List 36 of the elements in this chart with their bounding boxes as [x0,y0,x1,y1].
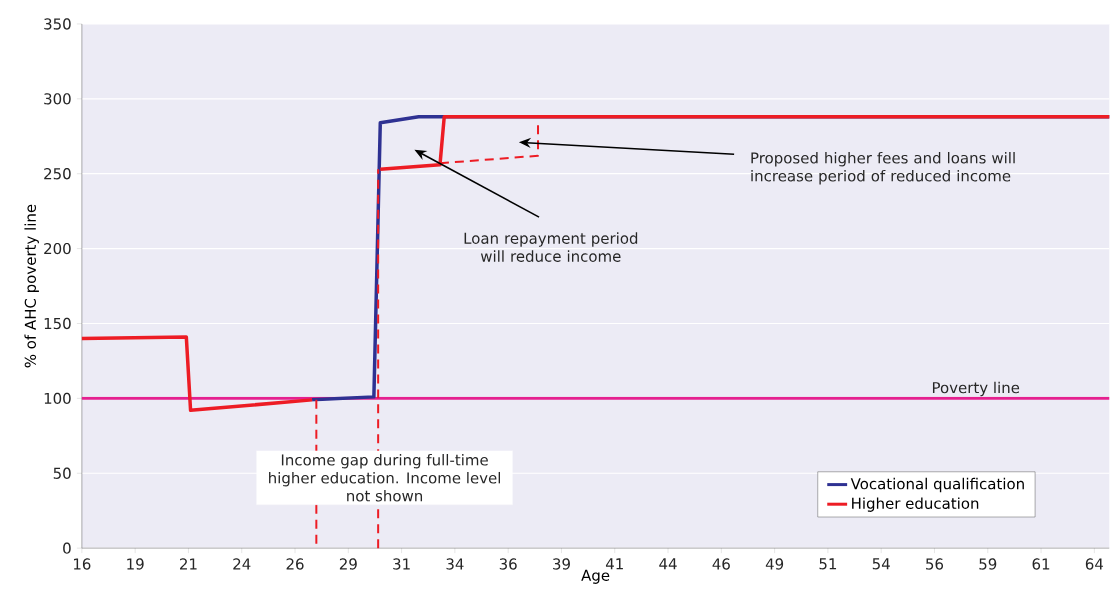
x-tick-label: 41 [605,558,623,570]
y-tick-label: 100 [44,392,71,405]
x-tick-label: 21 [180,558,197,570]
x-tick-label: 59 [979,558,997,570]
x-axis-title: Age [581,569,610,584]
x-tick-label: 29 [339,558,357,570]
x-tick-label: 44 [659,558,677,570]
y-tick-label: 50 [53,467,71,479]
x-tick-label: 34 [446,558,464,570]
y-axis-title: % of AHC poverty line [24,204,39,368]
x-tick-label: 31 [393,558,410,570]
y-tick-label: 250 [44,168,71,180]
x-tick-label: 26 [286,558,304,570]
y-tick-label: 0 [63,542,71,554]
x-tick-label: 64 [1085,558,1104,570]
x-tick-label: 19 [127,558,144,570]
x-tick-label: 46 [712,558,730,570]
ref-line-label: Poverty line [932,381,1020,397]
x-tick-label: 54 [872,558,890,570]
x-tick-label: 56 [926,558,944,570]
x-tick-label: 49 [765,558,784,570]
x-tick-label: 51 [819,558,837,570]
x-tick-label: 39 [553,558,570,570]
annotation: Proposed higher fees and loans will increase period of reduced income [751,151,1015,185]
line-series [80,335,314,413]
x-tick-label: 16 [73,558,91,570]
y-tick-label: 300 [44,93,71,105]
x-tick-label: 36 [499,558,517,570]
y-tick-label: 350 [44,18,71,30]
x-tick-label: 61 [1032,558,1050,570]
y-tick-label: 200 [44,242,71,255]
y-tick-label: 150 [44,317,71,330]
legend-label: Higher education [852,497,979,512]
x-tick-label: 24 [233,558,251,570]
annotation: Loan repayment period will reduce income [464,232,638,262]
legend-label: Vocational qualification [850,477,1024,493]
